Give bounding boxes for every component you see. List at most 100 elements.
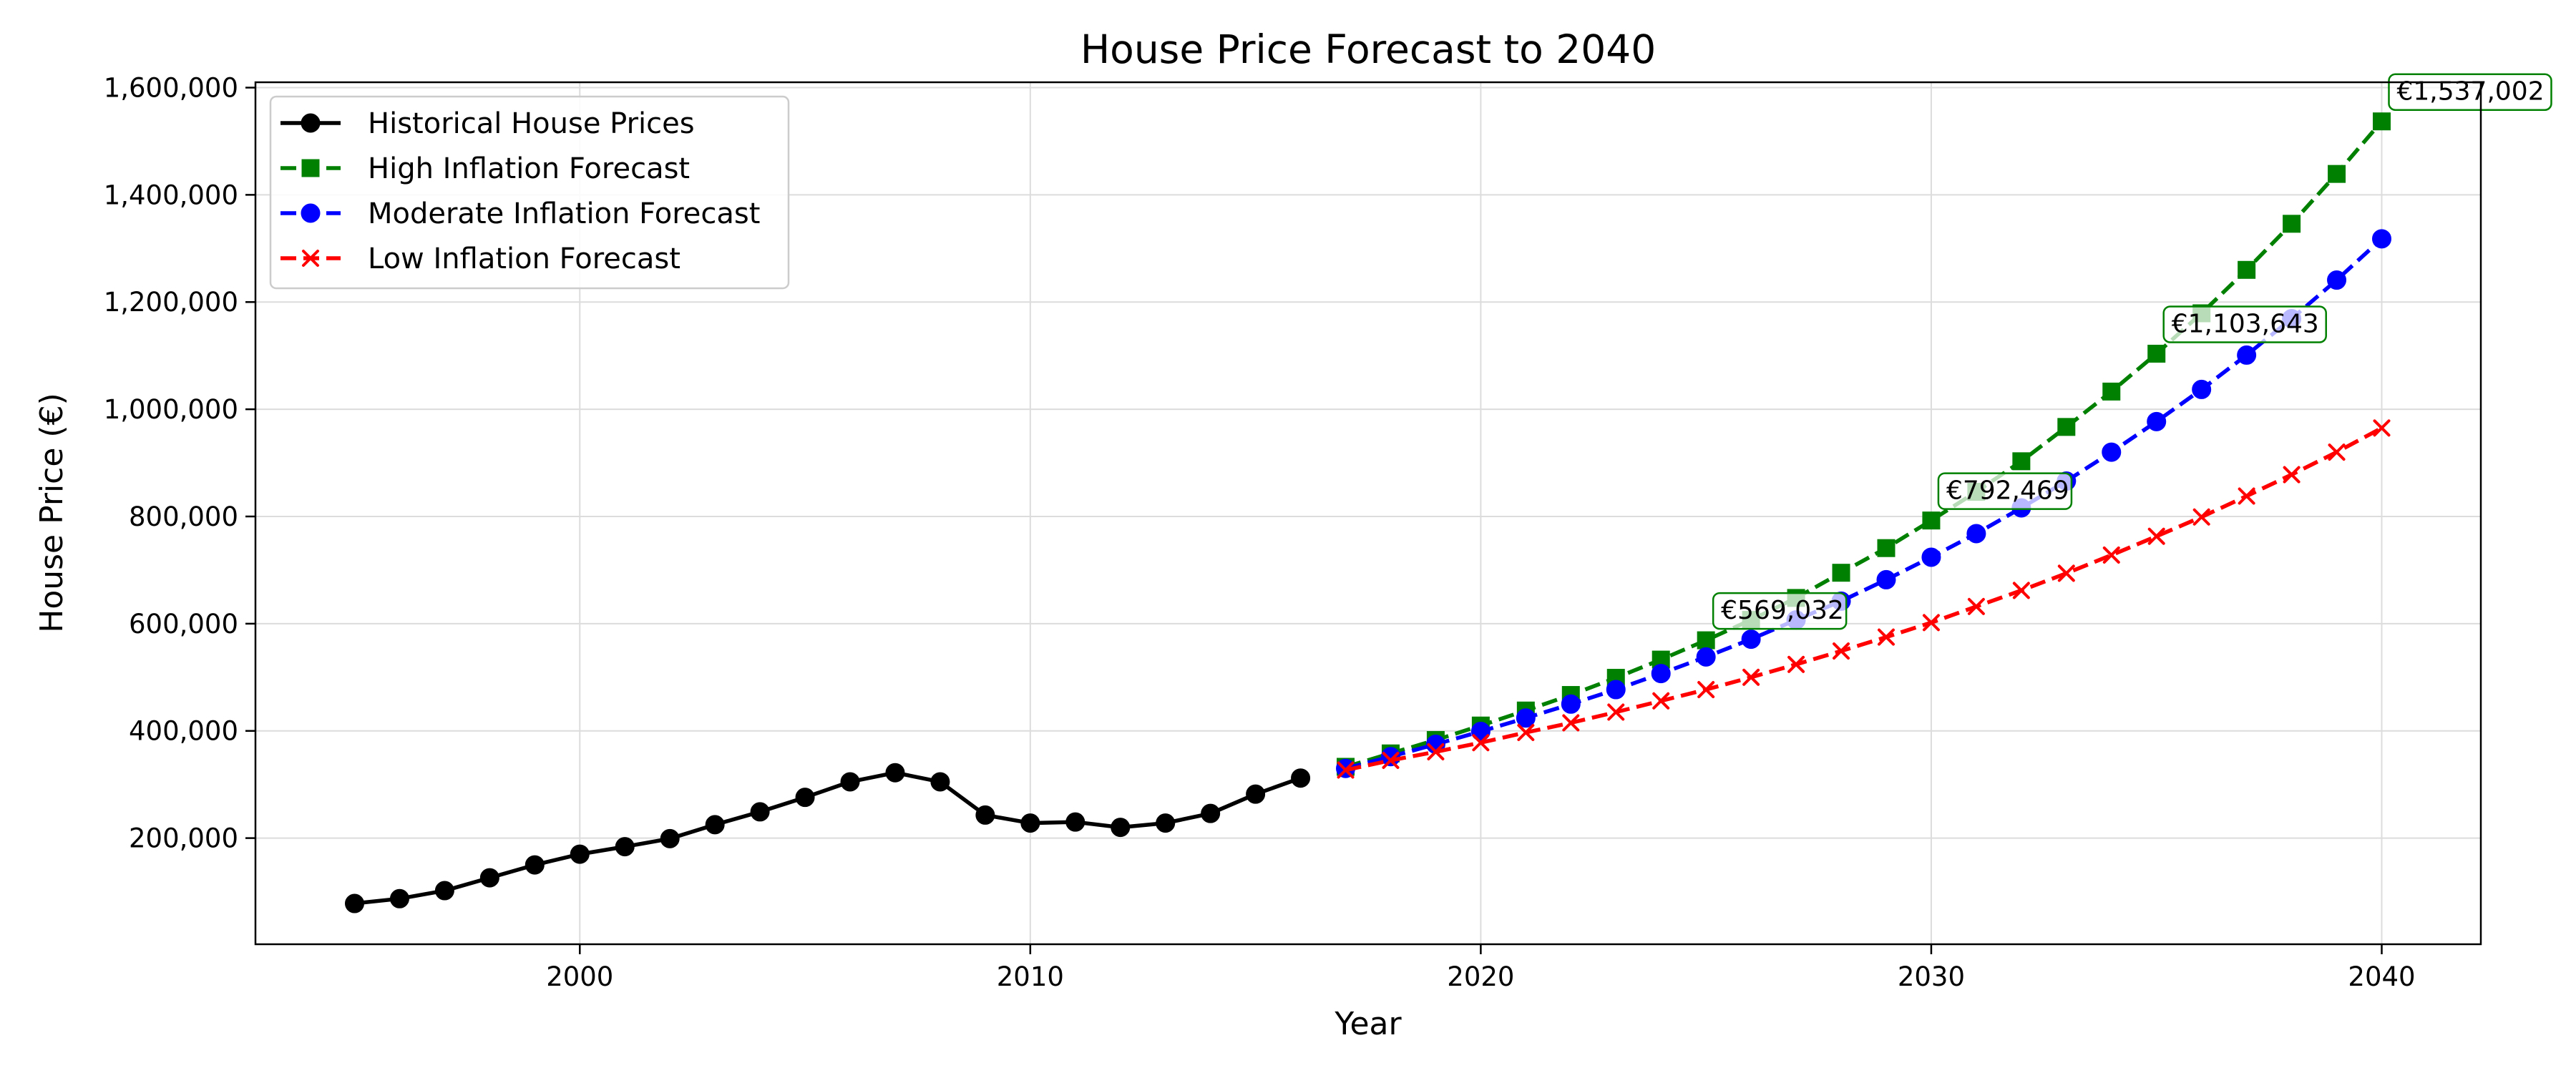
legend-entry-low-inflation-forecast: Low Inflation Forecast xyxy=(280,242,680,275)
data-point xyxy=(2238,487,2255,505)
legend-entry-high-inflation-forecast: High Inflation Forecast xyxy=(280,152,690,185)
x-tick-label: 2020 xyxy=(1447,961,1514,992)
annotation-label: €792,469 xyxy=(1946,476,2069,506)
x-tick-label: 2030 xyxy=(1898,961,1965,992)
data-point xyxy=(1652,692,1670,710)
data-point xyxy=(2373,419,2391,437)
annotation: €569,032 xyxy=(1712,592,1848,630)
data-point xyxy=(930,772,950,792)
data-point xyxy=(1877,539,1896,557)
grid-lines xyxy=(255,82,2481,944)
legend-swatch-marker xyxy=(301,159,320,177)
data-point xyxy=(1156,813,1176,833)
data-point xyxy=(2192,508,2210,526)
data-point xyxy=(1201,803,1221,823)
data-point xyxy=(2147,344,2166,363)
annotation-box xyxy=(1937,472,2073,510)
data-point xyxy=(2328,444,2346,461)
data-point xyxy=(2192,379,2212,399)
data-point xyxy=(1562,714,1580,732)
data-point xyxy=(2283,466,2301,484)
series-low-inflation-forecast xyxy=(1337,419,2391,779)
legend-label: Low Inflation Forecast xyxy=(368,242,680,275)
data-point xyxy=(1697,631,1715,650)
annotation-label: €569,032 xyxy=(1721,596,1844,625)
data-point xyxy=(2147,411,2167,431)
data-point xyxy=(2147,527,2165,545)
data-point xyxy=(1741,629,1761,650)
y-tick-label: 400,000 xyxy=(129,716,238,747)
data-point xyxy=(2371,229,2391,249)
annotation: €1,537,002 xyxy=(2388,73,2552,111)
legend-label: Historical House Prices xyxy=(368,107,695,140)
legend-frame xyxy=(269,95,790,290)
legend-swatch-marker xyxy=(301,113,321,133)
chart-title: House Price Forecast to 2040 xyxy=(1080,26,1656,72)
data-point xyxy=(2012,582,2030,599)
x-axis: 2000 2010 2020 2030 2040 xyxy=(546,944,2416,992)
data-point xyxy=(1472,734,1490,752)
data-point xyxy=(1517,724,1535,741)
legend-entry-historical-house-prices: Historical House Prices xyxy=(280,107,695,140)
data-point xyxy=(2102,546,2120,564)
annotation: €792,469 xyxy=(1937,472,2073,510)
data-point xyxy=(1967,597,1985,615)
data-point xyxy=(1922,511,1941,530)
data-point xyxy=(1337,761,1355,779)
y-tick-label: 800,000 xyxy=(129,501,238,532)
legend: Historical House Prices High Inflation Fo… xyxy=(269,95,790,290)
data-point xyxy=(434,881,454,901)
data-point xyxy=(1833,642,1850,660)
data-point xyxy=(2102,382,2121,401)
y-tick-label: 200,000 xyxy=(129,823,238,854)
data-point xyxy=(1966,524,1986,544)
data-point xyxy=(615,837,635,857)
data-point xyxy=(1607,703,1625,721)
data-point xyxy=(2057,418,2076,436)
data-point xyxy=(2372,112,2391,131)
data-point xyxy=(1876,569,1896,589)
x-tick-label: 2010 xyxy=(997,961,1064,992)
series-line-historical-house-prices xyxy=(354,770,1302,906)
annotation-label: €1,103,643 xyxy=(2172,309,2319,338)
data-point xyxy=(1561,694,1581,714)
y-axis-label: House Price (€) xyxy=(34,393,70,633)
legend-label: Moderate Inflation Forecast xyxy=(368,197,760,230)
data-point xyxy=(705,815,725,835)
data-point xyxy=(1651,664,1671,684)
data-point xyxy=(2327,270,2347,290)
data-point xyxy=(1065,812,1085,832)
legend-label: High Inflation Forecast xyxy=(368,152,690,185)
data-point xyxy=(1832,564,1850,582)
data-point xyxy=(885,763,905,783)
data-point xyxy=(1606,680,1626,700)
data-point xyxy=(1382,751,1400,769)
data-point xyxy=(1427,743,1445,760)
y-tick-label: 1,600,000 xyxy=(104,72,238,103)
series-historical-house-prices xyxy=(345,763,1311,913)
data-point xyxy=(1742,668,1760,686)
y-tick-label: 1,000,000 xyxy=(104,394,238,425)
data-point xyxy=(1922,614,1940,632)
x-axis-label: Year xyxy=(1334,1006,1402,1042)
data-point xyxy=(1921,547,1941,567)
series-line-low-inflation-forecast xyxy=(1345,426,2383,773)
data-point xyxy=(2012,452,2031,471)
legend-swatch-marker xyxy=(301,203,321,223)
data-point xyxy=(1380,747,1400,767)
data-point xyxy=(389,888,409,908)
data-point xyxy=(2237,345,2257,365)
data-point xyxy=(1697,681,1715,699)
data-point xyxy=(2283,215,2301,233)
data-point xyxy=(2057,564,2075,582)
data-point xyxy=(345,893,365,913)
annotation: €1,103,643 xyxy=(2162,305,2327,343)
data-point xyxy=(750,802,770,822)
data-point xyxy=(840,772,860,792)
data-point xyxy=(1291,768,1311,788)
legend-swatch-marker xyxy=(302,250,319,267)
data-point xyxy=(2328,165,2346,183)
legend-entry-moderate-inflation-forecast: Moderate Inflation Forecast xyxy=(280,197,760,230)
data-point xyxy=(1246,784,1266,804)
